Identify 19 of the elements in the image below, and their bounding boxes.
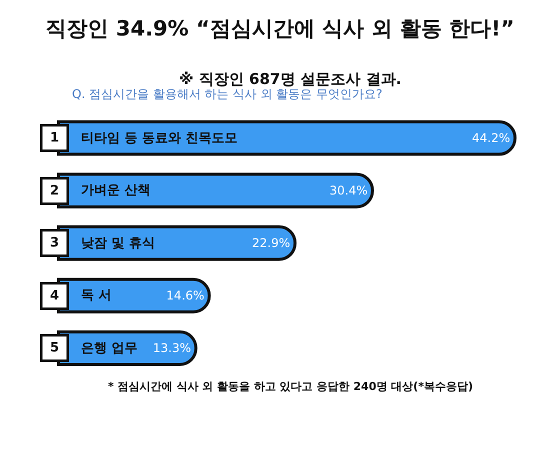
y-tick-label: 티타임 등 동료와 친목도모	[81, 131, 238, 146]
data-label: 22.9%	[252, 236, 290, 250]
annotation: 3	[50, 236, 60, 250]
annotation: 1	[50, 130, 60, 146]
annotation: 2	[50, 184, 60, 198]
data-label: 30.4%	[329, 184, 368, 198]
text: * 점심시간에 식사 외 활동을 하고 있다고 응답한 240명 대상(*복수응답)	[108, 380, 473, 393]
data-label: 14.6%	[166, 288, 204, 303]
annotation: 4	[50, 288, 60, 304]
y-tick-label: 낮잠 및 휴식	[81, 236, 156, 251]
chart-subtitle: ※ 직장인 687명 설문조사 결과.	[179, 70, 402, 88]
data-label: 13.3%	[152, 341, 191, 356]
y-tick-label: 독 서	[81, 288, 112, 303]
y-tick-label: 은행 업무	[81, 341, 138, 356]
data-label: 44.2%	[472, 131, 510, 146]
chart-title: 직장인 34.9% “점심시간에 식사 외 활동 한다!”	[46, 16, 514, 40]
text: Q. 점심시간을 활용해서 하는 식사 외 활동은 무엇인가요?	[72, 87, 382, 101]
annotation: 5	[50, 340, 60, 356]
y-tick-label: 가벼운 산책	[81, 183, 151, 198]
